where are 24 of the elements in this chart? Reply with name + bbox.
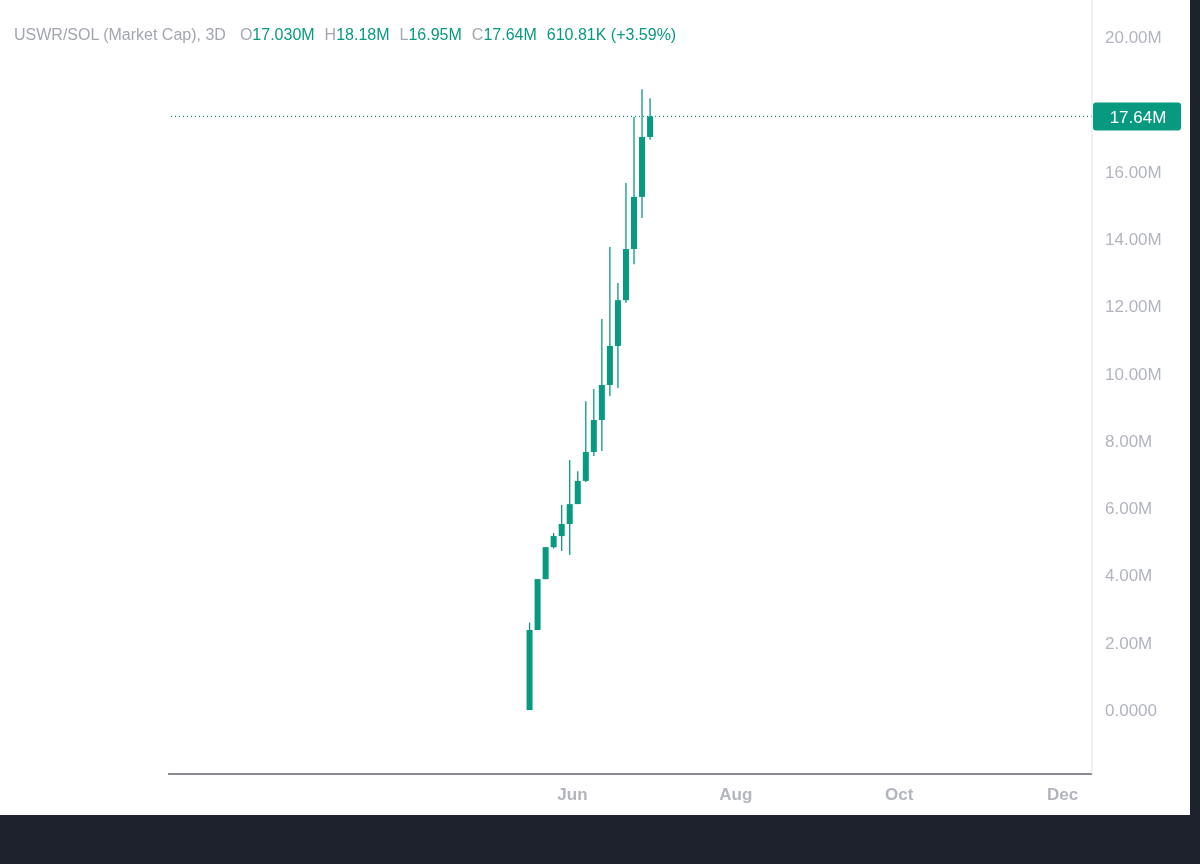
text: USWR/SOL (Market Cap), 3D bbox=[14, 26, 226, 43]
candlestick bbox=[558, 504, 565, 552]
ref-line-label: 17.64M bbox=[1109, 107, 1167, 127]
y-tick-label: 0.0000 bbox=[1105, 701, 1157, 721]
annotation: O17.030M bbox=[239, 26, 315, 43]
y-tick-label: 10.00M bbox=[1105, 364, 1162, 384]
x-tick-label: Aug bbox=[719, 785, 753, 805]
annotation: 610.81K (+3.59%) bbox=[546, 26, 677, 43]
y-tick-label: 20.00M bbox=[1105, 28, 1162, 48]
y-tick-label: 2.00M bbox=[1105, 633, 1153, 653]
annotation: H18.18M bbox=[324, 26, 390, 43]
candlestick bbox=[566, 459, 573, 556]
x-tick-label: Dec bbox=[1046, 785, 1079, 805]
y-tick-label: 12.00M bbox=[1105, 297, 1162, 317]
y-tick-label: 16.00M bbox=[1105, 162, 1162, 182]
y-tick-label: 6.00M bbox=[1105, 499, 1153, 519]
annotation: C17.64M bbox=[471, 26, 537, 43]
y-tick-label: 4.00M bbox=[1105, 566, 1153, 586]
annotation: L16.95M bbox=[399, 26, 462, 43]
y-tick-label: 14.00M bbox=[1105, 229, 1162, 249]
x-tick-label: Jun bbox=[557, 785, 588, 805]
y-tick-label: 8.00M bbox=[1105, 431, 1153, 451]
candlestick bbox=[574, 470, 581, 505]
x-tick-label: Oct bbox=[884, 785, 914, 805]
